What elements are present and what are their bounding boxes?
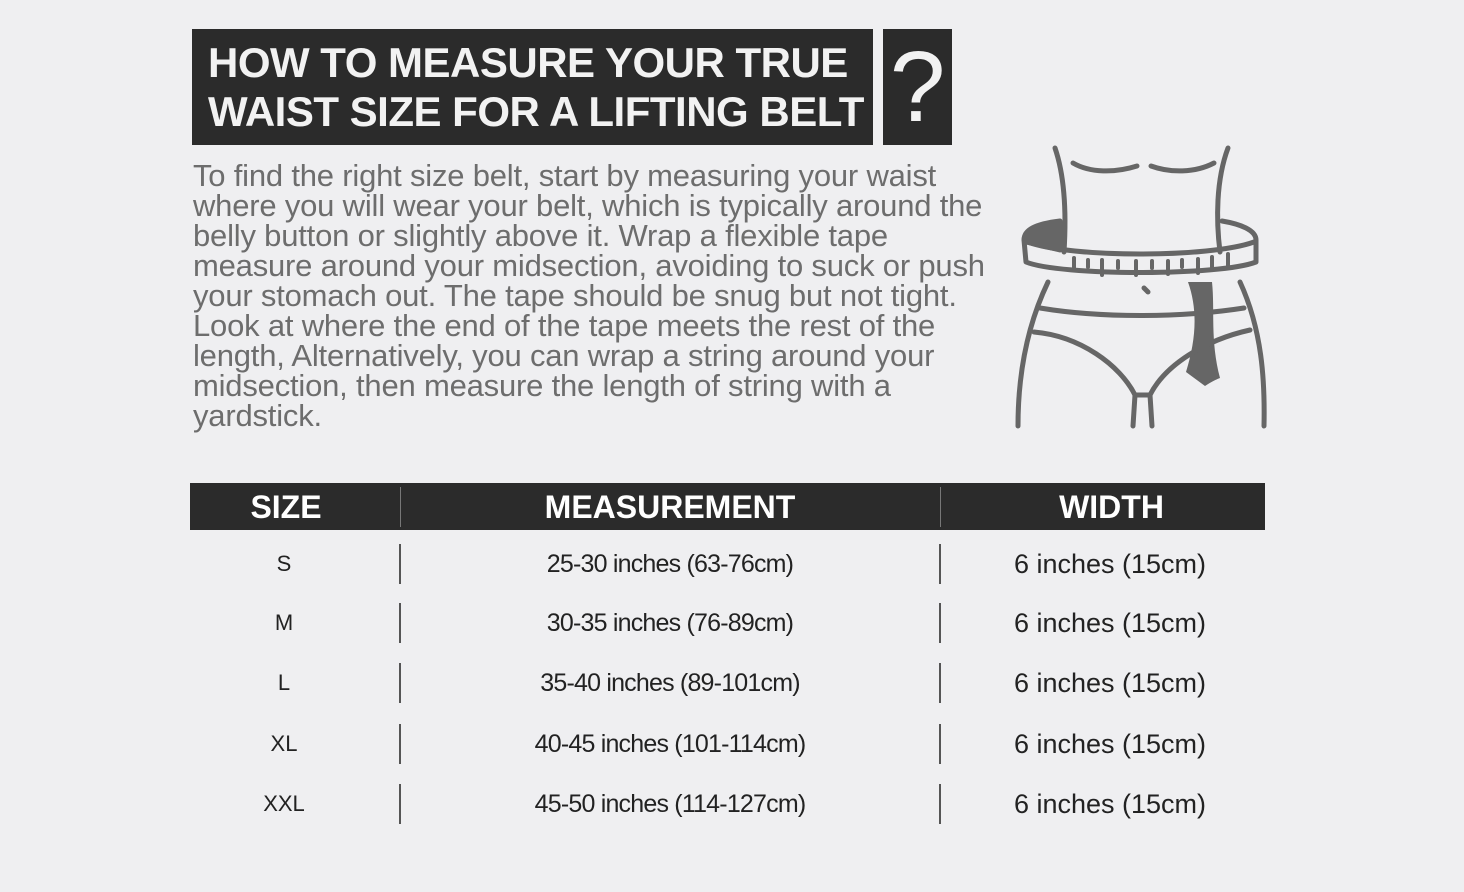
header-width: WIDTH: [1059, 489, 1164, 525]
header-measurement: MEASUREMENT: [544, 489, 796, 525]
table-row: M 30-35 inches (76-89cm) 6 inches (15cm): [190, 603, 1265, 643]
column-divider: [939, 663, 941, 703]
size-table-header: SIZE MEASUREMENT WIDTH: [190, 483, 1265, 530]
measurement-cell: 45-50 inches (114-127cm): [534, 790, 807, 818]
column-divider: [399, 724, 401, 764]
width-cell: 6 inches (15cm): [1013, 549, 1207, 579]
column-divider: [939, 784, 941, 824]
title-line-1: HOW TO MEASURE YOUR TRUE: [208, 39, 848, 86]
measurement-cell: 30-35 inches (76-89cm): [546, 609, 794, 637]
measurement-cell: 25-30 inches (63-76cm): [546, 550, 794, 578]
instructions-text: To find the right size belt, start by me…: [193, 158, 985, 433]
title-line-2: WAIST SIZE FOR A LIFTING BELT: [208, 88, 864, 135]
header-divider: [400, 487, 401, 527]
title-banner: HOW TO MEASURE YOUR TRUE WAIST SIZE FOR …: [192, 29, 873, 145]
column-divider: [939, 603, 941, 643]
table-row: XL 40-45 inches (101-114cm) 6 inches (15…: [190, 724, 1265, 764]
header-size: SIZE: [250, 489, 322, 525]
column-divider: [399, 603, 401, 643]
waist-tape-measure-icon: [1015, 145, 1267, 429]
size-cell: XXL: [263, 791, 305, 816]
width-cell: 6 inches (15cm): [1013, 668, 1207, 698]
column-divider: [399, 663, 401, 703]
table-row: XXL 45-50 inches (114-127cm) 6 inches (1…: [190, 784, 1265, 824]
width-cell: 6 inches (15cm): [1013, 729, 1207, 759]
column-divider: [399, 784, 401, 824]
question-mark-icon: ?: [883, 29, 952, 145]
column-divider: [939, 544, 941, 584]
column-divider: [939, 724, 941, 764]
measurement-cell: 40-45 inches (101-114cm): [534, 730, 807, 758]
measurement-cell: 35-40 inches (89-101cm): [540, 669, 800, 697]
width-cell: 6 inches (15cm): [1013, 608, 1207, 638]
table-row: S 25-30 inches (63-76cm) 6 inches (15cm): [190, 544, 1265, 584]
table-row: L 35-40 inches (89-101cm) 6 inches (15cm…: [190, 663, 1265, 703]
width-cell: 6 inches (15cm): [1013, 789, 1207, 819]
column-divider: [399, 544, 401, 584]
size-cell: M: [274, 610, 294, 635]
size-cell: L: [277, 670, 291, 695]
size-cell: XL: [270, 731, 298, 756]
header-divider: [940, 487, 941, 527]
size-cell: S: [276, 551, 292, 576]
